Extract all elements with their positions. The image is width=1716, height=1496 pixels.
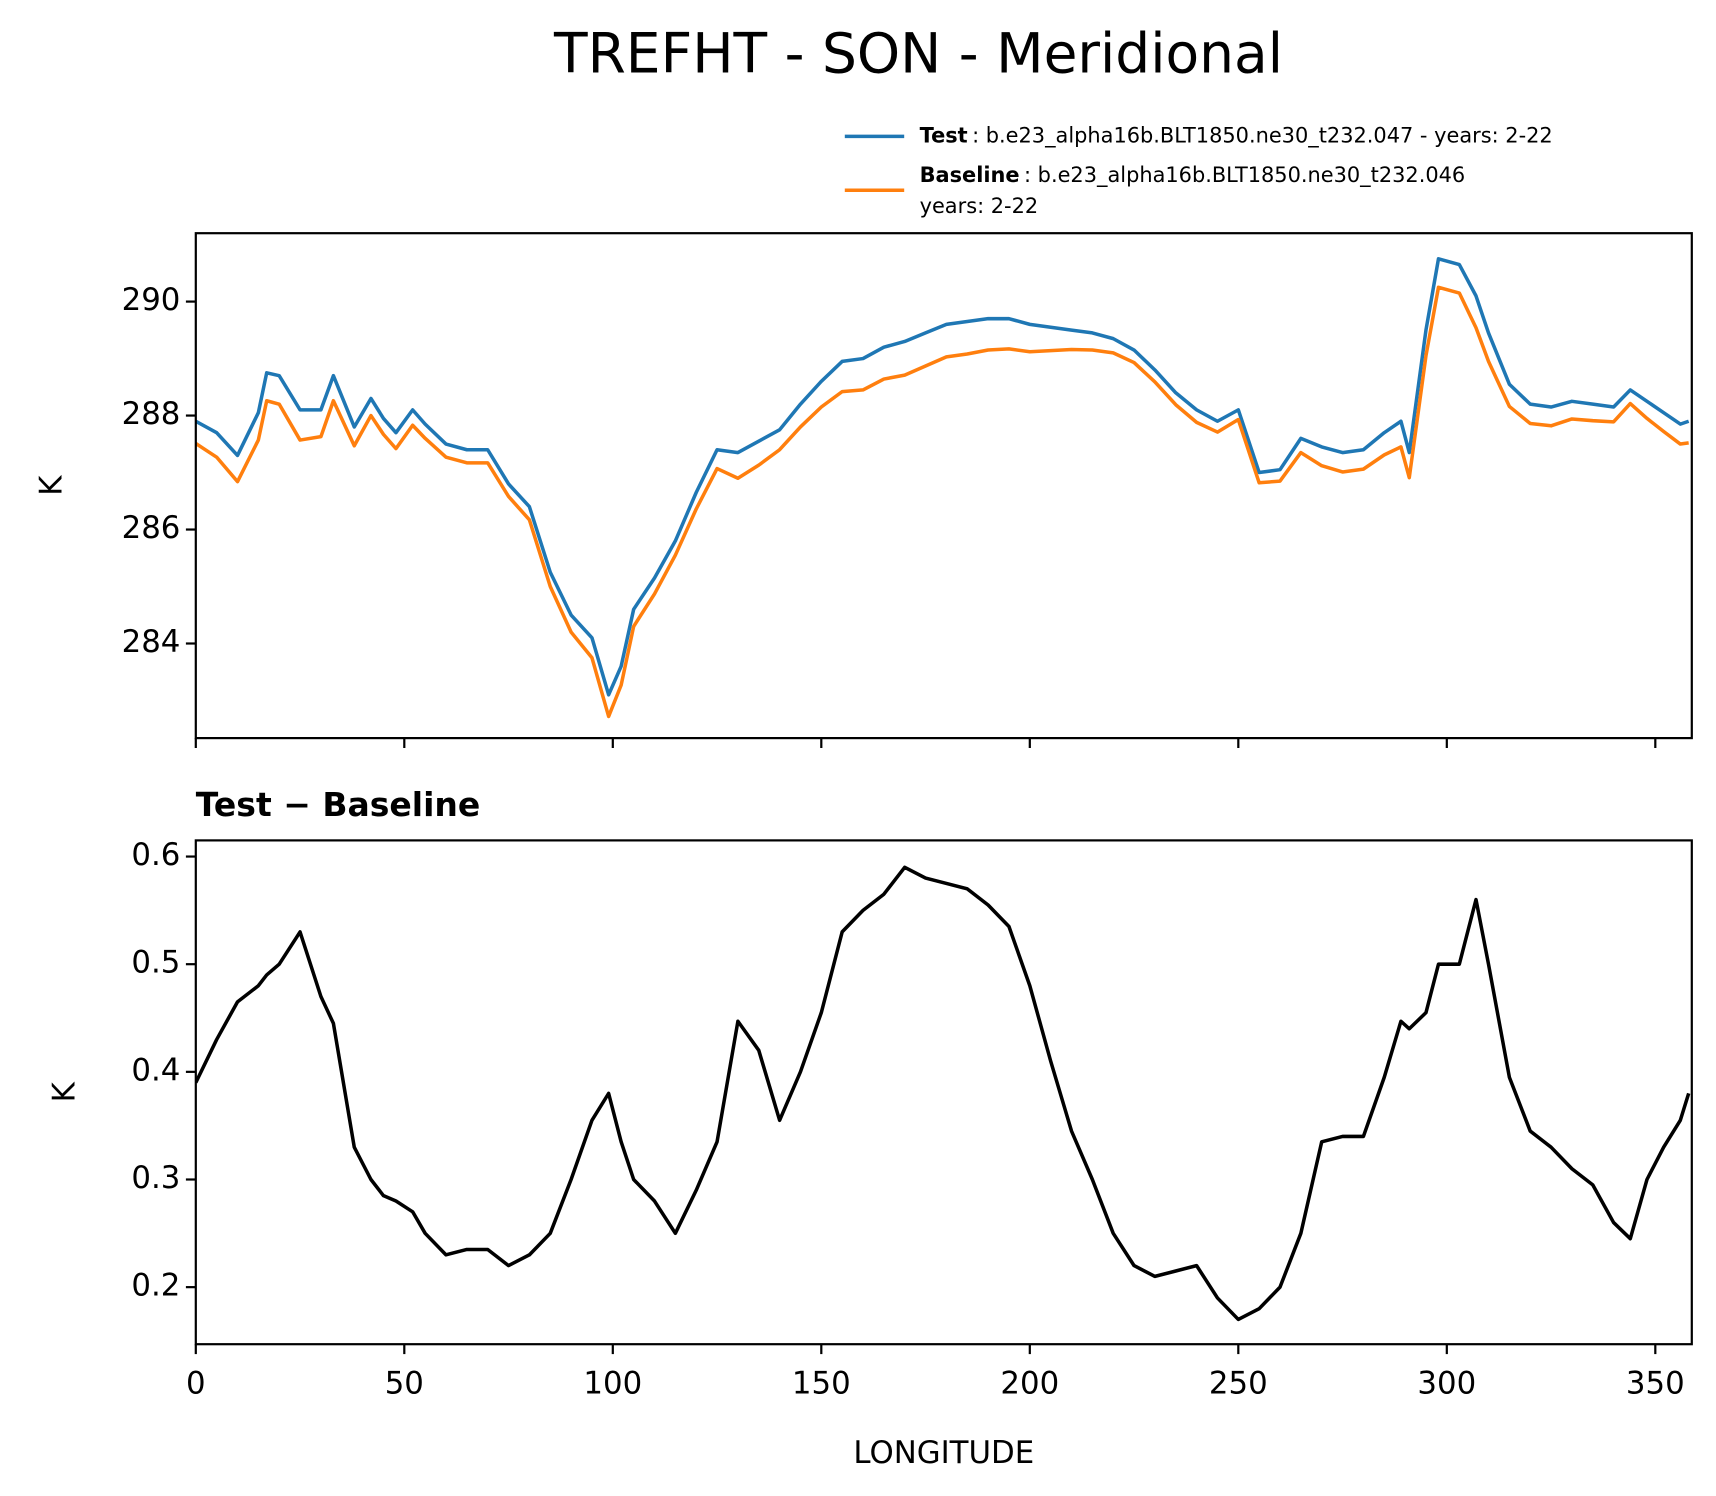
x-tick-label: 150	[792, 1366, 851, 1402]
legend-description: : b.e23_alpha16b.BLT1850.ne30_t232.047 -…	[972, 123, 1553, 148]
y-tick-label: 0.2	[131, 1268, 180, 1304]
legend-name: Baseline	[920, 163, 1020, 187]
y-axis-label: K	[33, 475, 69, 496]
y-tick-label: 290	[122, 282, 181, 318]
x-tick-label: 250	[1209, 1366, 1268, 1402]
legend-description: years: 2-22	[920, 194, 1039, 218]
legend-label: Baseline: b.e23_alpha16b.BLT1850.ne30_t2…	[920, 163, 1466, 188]
x-tick-label: 0	[186, 1366, 206, 1402]
x-tick-label: 300	[1417, 1366, 1476, 1402]
legend-label: Test: b.e23_alpha16b.BLT1850.ne30_t232.0…	[920, 123, 1553, 148]
series-line	[195, 257, 1690, 697]
subplot-title: Test − Baseline	[196, 785, 481, 824]
figure-title: TREFHT - SON - Meridional	[553, 21, 1283, 85]
y-tick-label: 288	[122, 396, 181, 432]
y-tick-label: 0.6	[131, 837, 180, 873]
x-tick-label: 200	[1000, 1366, 1059, 1402]
x-tick-label: 350	[1626, 1366, 1685, 1402]
legend-name: Test	[920, 123, 968, 147]
x-axis-label: LONGITUDE	[853, 1435, 1034, 1471]
legend-description: : b.e23_alpha16b.BLT1850.ne30_t232.046	[1024, 163, 1465, 188]
x-tick-label: 50	[385, 1366, 424, 1402]
y-tick-label: 0.3	[131, 1160, 180, 1196]
plot-frame	[194, 839, 1693, 1346]
x-tick-label: 100	[583, 1366, 642, 1402]
series-line	[195, 865, 1691, 1322]
y-tick-label: 286	[122, 510, 181, 546]
y-axis-label: K	[47, 1081, 83, 1102]
series-line	[195, 285, 1689, 719]
y-tick-label: 0.5	[131, 945, 180, 981]
y-tick-label: 284	[122, 624, 181, 660]
plot-frame	[194, 232, 1693, 740]
y-tick-label: 0.4	[131, 1052, 180, 1088]
